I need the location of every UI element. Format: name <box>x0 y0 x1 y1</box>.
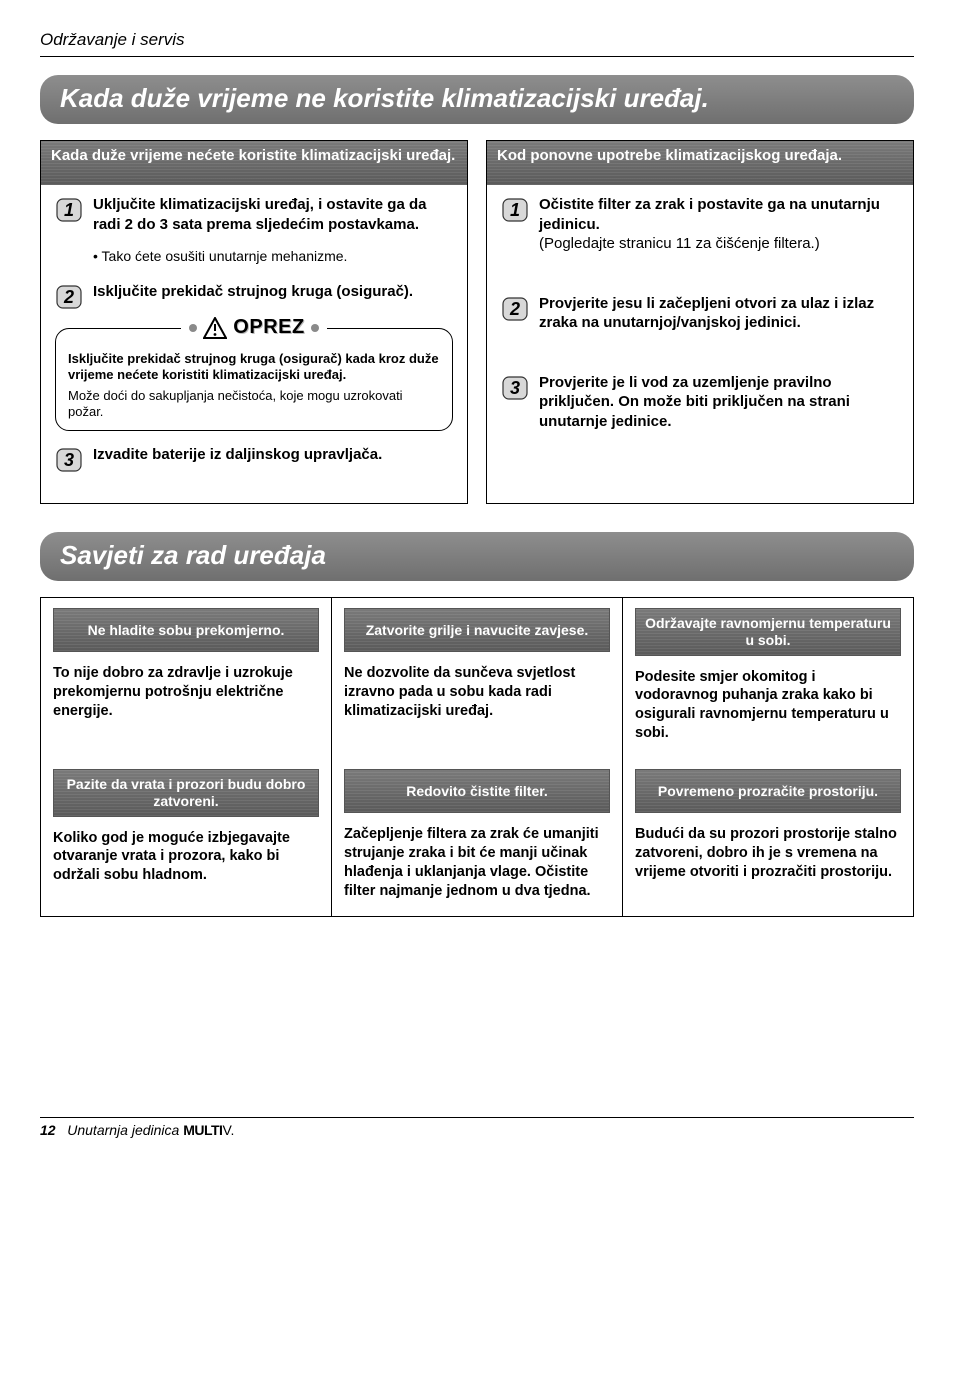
tips-cell-2-3: Povremeno prozračite prostoriju. Budući … <box>623 759 914 917</box>
warning-body: Isključite prekidač strujnog kruga (osig… <box>68 351 440 420</box>
right-panel: Kod ponovne upotrebe klimatizacijskog ur… <box>486 140 914 504</box>
left-step-3: 3 Izvadite baterije iz daljinskog upravl… <box>55 445 453 475</box>
warning-plain-line: Može doći do sakupljanja nečistoća, koje… <box>68 388 440 421</box>
page-header: Održavanje i servis <box>40 30 914 50</box>
number-3-icon: 3 <box>501 373 531 403</box>
warning-word: OPREZ <box>233 315 304 340</box>
right-step-3: 3 Provjerite je li vod za uzemljenje pra… <box>501 373 899 432</box>
number-2-icon: 2 <box>55 282 85 312</box>
svg-text:3: 3 <box>510 378 520 398</box>
tips-body-1-3: Podesite smjer okomitog i vodoravnog puh… <box>635 668 901 743</box>
right-step-1-plain: (Pogledajte stranicu 11 za čišćenje filt… <box>539 235 820 252</box>
tips-cell-2-2: Redovito čistite filter. Začepljenje fil… <box>332 759 623 917</box>
tips-row-2: Pazite da vrata i prozori budu dobro zat… <box>41 759 914 917</box>
page-footer: 12 Unutarnja jedinica MULTIV. <box>40 1117 914 1138</box>
tips-body-2-1: Koliko god je moguće izbjegavajte otvara… <box>53 829 319 886</box>
warning-title: OPREZ <box>56 315 452 340</box>
tips-header-2-1-text: Pazite da vrata i prozori budu dobro zat… <box>62 776 310 810</box>
left-step-2-bold: Isključite prekidač strujnog kruga (osig… <box>93 283 413 300</box>
tips-header-1-2: Zatvorite grilje i navucite zavjese. <box>344 608 610 652</box>
warning-box: OPREZ Isključite prekidač strujnog kruga… <box>55 328 453 431</box>
number-3-icon: 3 <box>55 445 85 475</box>
right-step-3-text: Provjerite je li vod za uzemljenje pravi… <box>539 373 899 432</box>
tips-header-1-3-text: Održavajte ravnomjernu temperaturu u sob… <box>644 615 892 649</box>
footer-v: V. <box>222 1122 234 1138</box>
tips-cell-2-1: Pazite da vrata i prozori budu dobro zat… <box>41 759 332 917</box>
tips-body-1-2: Ne dozvolite da sunčeva svjetlost izravn… <box>344 664 610 721</box>
left-panel-body: 1 Uključite klimatizacijski uređaj, i os… <box>41 185 467 503</box>
svg-text:2: 2 <box>509 299 520 319</box>
tips-row-1: Ne hladite sobu prekomjerno. To nije dob… <box>41 598 914 759</box>
number-2-icon: 2 <box>501 294 531 324</box>
tips-header-2-3: Povremeno prozračite prostoriju. <box>635 769 901 813</box>
tips-table: Ne hladite sobu prekomjerno. To nije dob… <box>40 597 914 917</box>
left-step-1-bold: Uključite klimatizacijski uređaj, i osta… <box>93 196 426 233</box>
tips-header-1-2-text: Zatvorite grilje i navucite zavjese. <box>366 622 589 639</box>
dot-right-icon <box>311 324 319 332</box>
left-step-2-text: Isključite prekidač strujnog kruga (osig… <box>93 282 453 302</box>
tips-header-2-1: Pazite da vrata i prozori budu dobro zat… <box>53 769 319 817</box>
section2-title: Savjeti za rad uređaja <box>40 532 914 581</box>
svg-text:2: 2 <box>63 287 74 307</box>
footer-text: Unutarnja jedinica <box>67 1122 179 1138</box>
right-step-2: 2 Provjerite jesu li začepljeni otvori z… <box>501 294 899 333</box>
left-step-2: 2 Isključite prekidač strujnog kruga (os… <box>55 282 453 312</box>
left-step-3-bold: Izvadite baterije iz daljinskog upravlja… <box>93 446 382 463</box>
warning-triangle-icon <box>203 317 227 339</box>
right-step-1: 1 Očistite filter za zrak i postavite ga… <box>501 195 899 254</box>
tips-header-1-3: Održavajte ravnomjernu temperaturu u sob… <box>635 608 901 656</box>
left-step-1-bullet: • Tako ćete osušiti unutarnje mehanizme. <box>93 248 453 264</box>
right-step-1-text: Očistite filter za zrak i postavite ga n… <box>539 195 899 254</box>
tips-body-2-3: Budući da su prozori prostorije stalno z… <box>635 825 901 882</box>
header-rule <box>40 56 914 57</box>
left-step-3-text: Izvadite baterije iz daljinskog upravlja… <box>93 445 453 465</box>
tips-cell-1-2: Zatvorite grilje i navucite zavjese. Ne … <box>332 598 623 759</box>
left-panel-header: Kada duže vrijeme nećete koristite klima… <box>41 141 467 185</box>
right-step-2-text: Provjerite jesu li začepljeni otvori za … <box>539 294 899 333</box>
right-panel-body: 1 Očistite filter za zrak i postavite ga… <box>487 185 913 459</box>
tips-cell-1-3: Održavajte ravnomjernu temperaturu u sob… <box>623 598 914 759</box>
tips-cell-1-1: Ne hladite sobu prekomjerno. To nije dob… <box>41 598 332 759</box>
left-step-1-text: Uključite klimatizacijski uređaj, i osta… <box>93 195 453 234</box>
tips-header-2-2: Redovito čistite filter. <box>344 769 610 813</box>
tips-header-1-1: Ne hladite sobu prekomjerno. <box>53 608 319 652</box>
number-1-icon: 1 <box>55 195 85 225</box>
tips-body-1-1: To nije dobro za zdravlje i uzrokuje pre… <box>53 664 319 721</box>
footer-page-number: 12 <box>40 1122 56 1138</box>
section1-title: Kada duže vrijeme ne koristite klimatiza… <box>40 75 914 124</box>
tips-body-2-2: Začepljenje filtera za zrak će umanjiti … <box>344 825 610 900</box>
footer-brand: MULTI <box>183 1122 222 1138</box>
dot-left-icon <box>189 324 197 332</box>
right-panel-header-text: Kod ponovne upotrebe klimatizacijskog ur… <box>497 147 842 164</box>
two-column-row: Kada duže vrijeme nećete koristite klima… <box>40 140 914 504</box>
right-step-1-bold: Očistite filter za zrak i postavite ga n… <box>539 196 880 233</box>
left-panel-header-text: Kada duže vrijeme nećete koristite klima… <box>51 147 455 164</box>
number-1-icon: 1 <box>501 195 531 225</box>
right-step-2-bold: Provjerite jesu li začepljeni otvori za … <box>539 295 874 332</box>
tips-header-2-3-text: Povremeno prozračite prostoriju. <box>658 783 878 800</box>
svg-text:1: 1 <box>64 200 74 220</box>
right-step-3-bold: Provjerite je li vod za uzemljenje pravi… <box>539 374 850 430</box>
right-panel-header: Kod ponovne upotrebe klimatizacijskog ur… <box>487 141 913 185</box>
left-panel: Kada duže vrijeme nećete koristite klima… <box>40 140 468 504</box>
left-step-1: 1 Uključite klimatizacijski uređaj, i os… <box>55 195 453 234</box>
svg-text:1: 1 <box>510 200 520 220</box>
tips-header-1-1-text: Ne hladite sobu prekomjerno. <box>88 622 285 639</box>
warning-bold-line: Isključite prekidač strujnog kruga (osig… <box>68 351 440 384</box>
tips-header-2-2-text: Redovito čistite filter. <box>406 783 548 800</box>
svg-text:3: 3 <box>64 450 74 470</box>
